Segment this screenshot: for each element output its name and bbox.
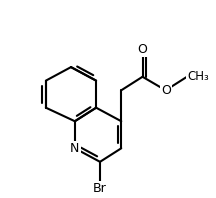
Text: O: O <box>161 84 171 97</box>
Text: N: N <box>70 142 79 155</box>
Text: O: O <box>138 43 148 56</box>
Text: Br: Br <box>93 182 107 195</box>
Text: CH₃: CH₃ <box>187 70 209 83</box>
